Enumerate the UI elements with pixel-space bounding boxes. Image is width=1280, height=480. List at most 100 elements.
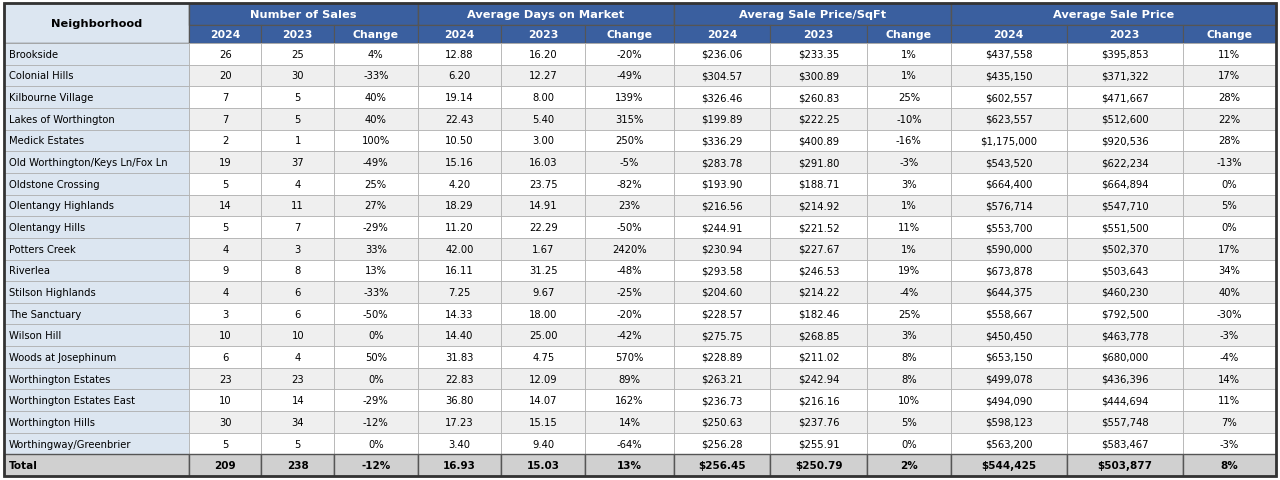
Bar (673, 65, 771, 87)
Text: 6: 6 (221, 352, 228, 362)
Bar (1066, 26, 1183, 44)
Text: 3: 3 (294, 244, 301, 254)
Bar (189, 174, 261, 195)
Bar (4, 217, 189, 239)
Bar (867, 368, 951, 390)
Text: 34: 34 (292, 417, 303, 427)
Text: $543,520: $543,520 (984, 158, 1033, 168)
Text: 36.80: 36.80 (445, 396, 474, 406)
Bar (951, 217, 1066, 239)
Text: 18.00: 18.00 (529, 309, 558, 319)
Text: 570%: 570% (616, 352, 644, 362)
Text: 8: 8 (294, 266, 301, 276)
Text: 5: 5 (221, 180, 228, 189)
Text: 2420%: 2420% (612, 244, 646, 254)
Text: 15.15: 15.15 (529, 417, 558, 427)
Text: 11.20: 11.20 (445, 223, 474, 232)
Text: 10%: 10% (897, 396, 920, 406)
Text: $583,467: $583,467 (1101, 439, 1148, 449)
Text: 26: 26 (219, 50, 232, 60)
Bar (673, 26, 771, 44)
Bar (502, 152, 585, 174)
Text: 8%: 8% (901, 374, 916, 384)
Text: 19%: 19% (897, 266, 920, 276)
Text: 8.00: 8.00 (532, 93, 554, 103)
Bar (1183, 390, 1276, 411)
Bar (951, 131, 1066, 152)
Bar (417, 217, 502, 239)
Text: Averag Sale Price/SqFt: Averag Sale Price/SqFt (739, 10, 886, 20)
Text: 13%: 13% (365, 266, 387, 276)
Text: Oldstone Crossing: Oldstone Crossing (9, 180, 100, 189)
Bar (189, 303, 261, 325)
Text: $494,090: $494,090 (986, 396, 1033, 406)
Text: -3%: -3% (900, 158, 919, 168)
Bar (189, 87, 261, 109)
Text: $236.06: $236.06 (701, 50, 742, 60)
Bar (261, 152, 334, 174)
Bar (261, 303, 334, 325)
Text: $214.92: $214.92 (797, 201, 840, 211)
Text: 16.93: 16.93 (443, 460, 476, 470)
Text: 1%: 1% (901, 244, 916, 254)
Bar (867, 26, 951, 44)
Text: 12.09: 12.09 (529, 374, 558, 384)
Text: $602,557: $602,557 (984, 93, 1033, 103)
Text: 12.88: 12.88 (445, 50, 474, 60)
Bar (334, 239, 417, 260)
Bar (951, 282, 1066, 303)
Text: 14%: 14% (1219, 374, 1240, 384)
Text: Worthingway/Greenbrier: Worthingway/Greenbrier (9, 439, 132, 449)
Bar (673, 174, 771, 195)
Text: 16.03: 16.03 (529, 158, 558, 168)
Bar (867, 195, 951, 217)
Text: 14.33: 14.33 (445, 309, 474, 319)
Bar (502, 174, 585, 195)
Bar (334, 87, 417, 109)
Bar (771, 65, 867, 87)
Bar (4, 174, 189, 195)
Bar (673, 325, 771, 347)
Text: $673,878: $673,878 (984, 266, 1033, 276)
Bar (1183, 239, 1276, 260)
Text: 2023: 2023 (804, 30, 833, 40)
Bar (1183, 411, 1276, 433)
Text: 0%: 0% (367, 374, 384, 384)
Bar (417, 282, 502, 303)
Bar (867, 131, 951, 152)
Bar (189, 411, 261, 433)
Text: 37: 37 (292, 158, 305, 168)
Bar (502, 26, 585, 44)
Text: 3.00: 3.00 (532, 136, 554, 146)
Text: 23.75: 23.75 (529, 180, 558, 189)
Text: 6.20: 6.20 (448, 72, 471, 81)
Bar (867, 174, 951, 195)
Text: $291.80: $291.80 (797, 158, 840, 168)
Bar (951, 433, 1066, 455)
Text: Medick Estates: Medick Estates (9, 136, 84, 146)
Bar (1066, 65, 1183, 87)
Text: $623,557: $623,557 (984, 115, 1033, 124)
Bar (867, 109, 951, 131)
Bar (189, 131, 261, 152)
Text: $216.16: $216.16 (797, 396, 840, 406)
Text: $436,396: $436,396 (1101, 374, 1148, 384)
Bar (1066, 109, 1183, 131)
Bar (771, 411, 867, 433)
Bar (867, 282, 951, 303)
Bar (771, 433, 867, 455)
Text: 5%: 5% (901, 417, 916, 427)
Text: 4: 4 (294, 352, 301, 362)
Text: -25%: -25% (617, 288, 643, 297)
Text: $256.45: $256.45 (698, 460, 746, 470)
Text: 5%: 5% (1221, 201, 1238, 211)
Text: $553,700: $553,700 (984, 223, 1033, 232)
Text: 5: 5 (221, 223, 228, 232)
Bar (585, 44, 673, 65)
Bar (502, 325, 585, 347)
Text: -48%: -48% (617, 266, 643, 276)
Text: $551,500: $551,500 (1101, 223, 1148, 232)
Text: -4%: -4% (1220, 352, 1239, 362)
Text: 1%: 1% (901, 201, 916, 211)
Text: Average Sale Price: Average Sale Price (1052, 10, 1174, 20)
